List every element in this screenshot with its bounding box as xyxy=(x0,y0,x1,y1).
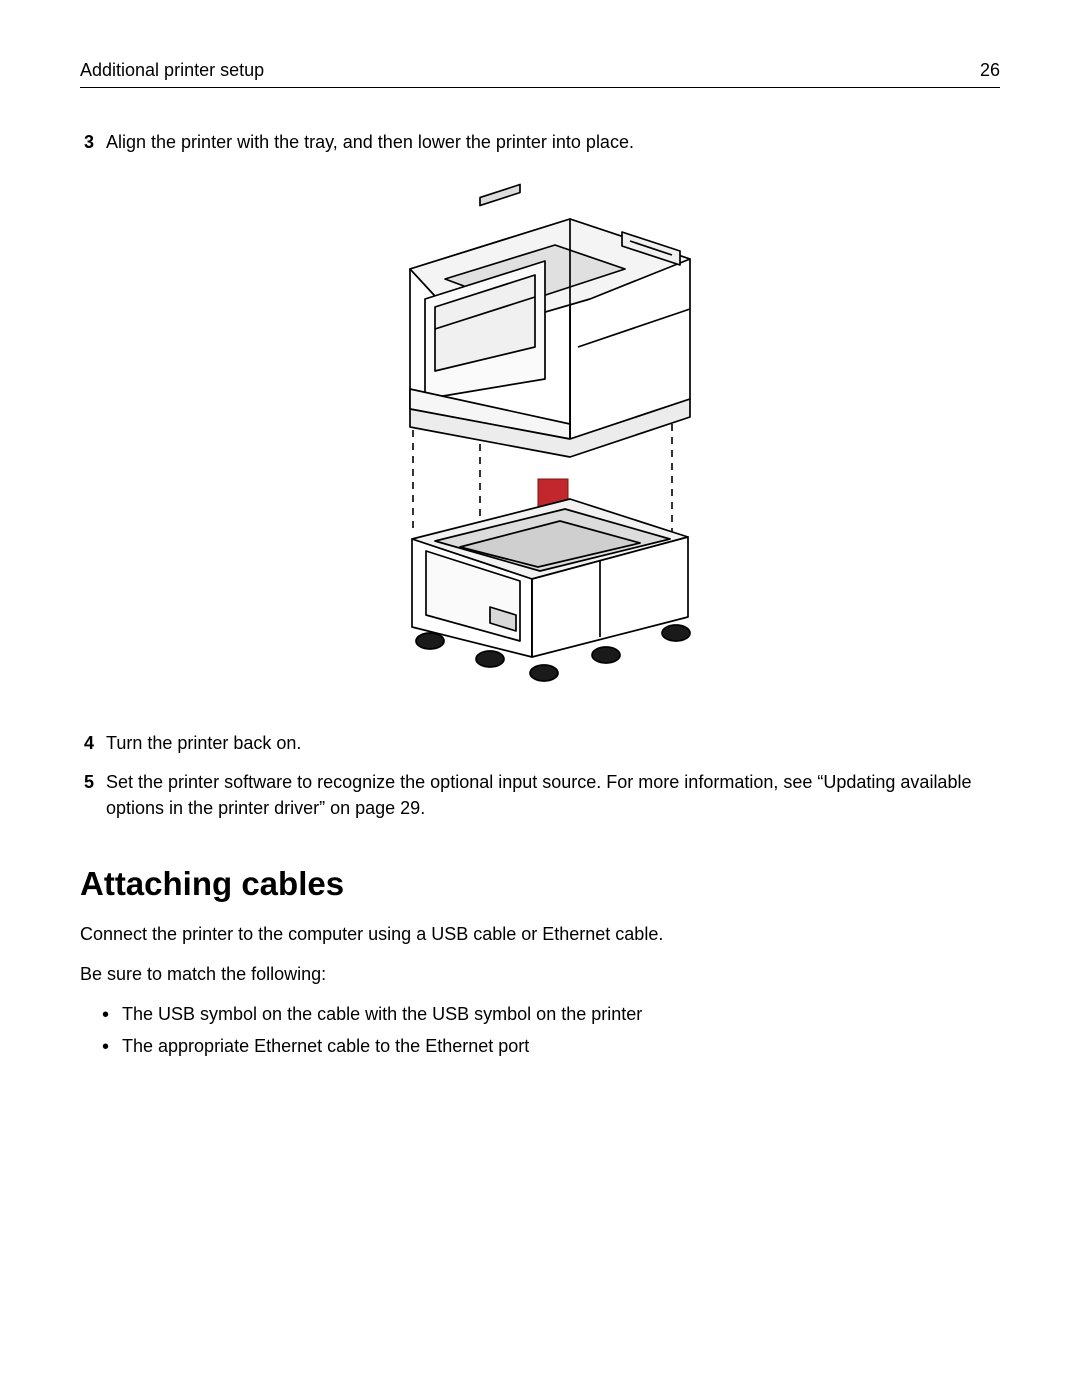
printer-tray-diagram xyxy=(80,179,1000,699)
step-number: 3 xyxy=(80,130,106,155)
step-4: 4 Turn the printer back on. xyxy=(80,731,1000,756)
page-header: Additional printer setup 26 xyxy=(80,60,1000,88)
list-item: The USB symbol on the cable with the USB… xyxy=(102,1001,1000,1029)
step-text: Turn the printer back on. xyxy=(106,731,1000,756)
page-number: 26 xyxy=(980,60,1000,81)
printer-illustration-svg xyxy=(340,179,740,699)
step-text: Set the printer software to recognize th… xyxy=(106,770,1000,820)
step-3: 3 Align the printer with the tray, and t… xyxy=(80,130,1000,155)
step-number: 4 xyxy=(80,731,106,756)
section-heading-attaching-cables: Attaching cables xyxy=(80,865,1000,903)
bullet-list: The USB symbol on the cable with the USB… xyxy=(80,1001,1000,1061)
step-number: 5 xyxy=(80,770,106,795)
body-paragraph: Connect the printer to the computer usin… xyxy=(80,921,1000,947)
step-text: Align the printer with the tray, and the… xyxy=(106,130,1000,155)
header-title: Additional printer setup xyxy=(80,60,264,81)
list-item: The appropriate Ethernet cable to the Et… xyxy=(102,1033,1000,1061)
step-5: 5 Set the printer software to recognize … xyxy=(80,770,1000,820)
body-paragraph: Be sure to match the following: xyxy=(80,961,1000,987)
